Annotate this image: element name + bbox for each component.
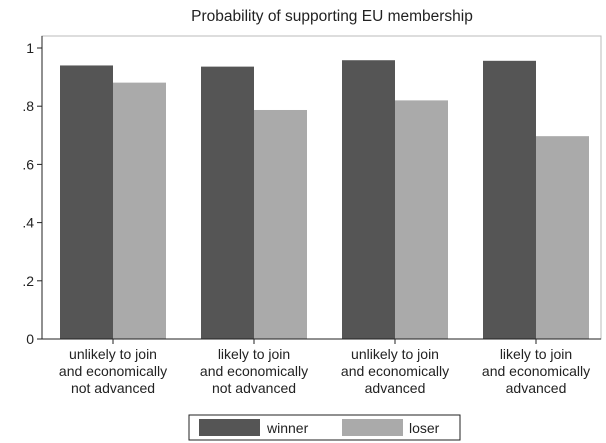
legend-label-loser: loser <box>409 420 440 436</box>
x-tick-label: likely to join and economically not advanc… <box>200 346 308 396</box>
bar-group <box>60 65 166 340</box>
bar-loser <box>254 109 307 339</box>
bar-winner <box>342 60 395 340</box>
legend-swatch-winner <box>199 419 260 436</box>
y-tick-label: 0 <box>26 331 34 347</box>
bar-loser <box>536 136 589 339</box>
bar-winner <box>60 65 113 340</box>
legend-label-winner: winner <box>266 420 309 436</box>
bars <box>60 60 589 340</box>
bar-group <box>201 66 307 340</box>
bar-group <box>342 60 448 340</box>
y-tick-label: .2 <box>22 273 34 289</box>
chart-title: Probability of supporting EU membership <box>191 8 473 25</box>
legend-swatch-loser <box>342 419 403 436</box>
bar-winner <box>201 66 254 340</box>
y-tick-label: .6 <box>22 156 34 172</box>
x-tick-label: unlikely to join and economically advanced <box>341 346 449 396</box>
y-tick-label: .4 <box>22 215 34 231</box>
bar-loser <box>113 82 166 339</box>
x-tick-label: likely to join and economically advanced <box>482 346 590 396</box>
y-tick-label: 1 <box>26 40 34 56</box>
bar-group <box>483 60 589 339</box>
bar-winner <box>483 60 536 339</box>
y-axis: 0 .2 .4 .6 .8 1 <box>22 36 43 347</box>
y-tick-label: .8 <box>22 98 34 114</box>
legend: winner loser <box>188 414 461 441</box>
x-tick-label: unlikely to join and economically not adva… <box>59 346 167 396</box>
x-axis: unlikely to join and economically not adva… <box>42 338 601 396</box>
bar-loser <box>395 100 448 339</box>
